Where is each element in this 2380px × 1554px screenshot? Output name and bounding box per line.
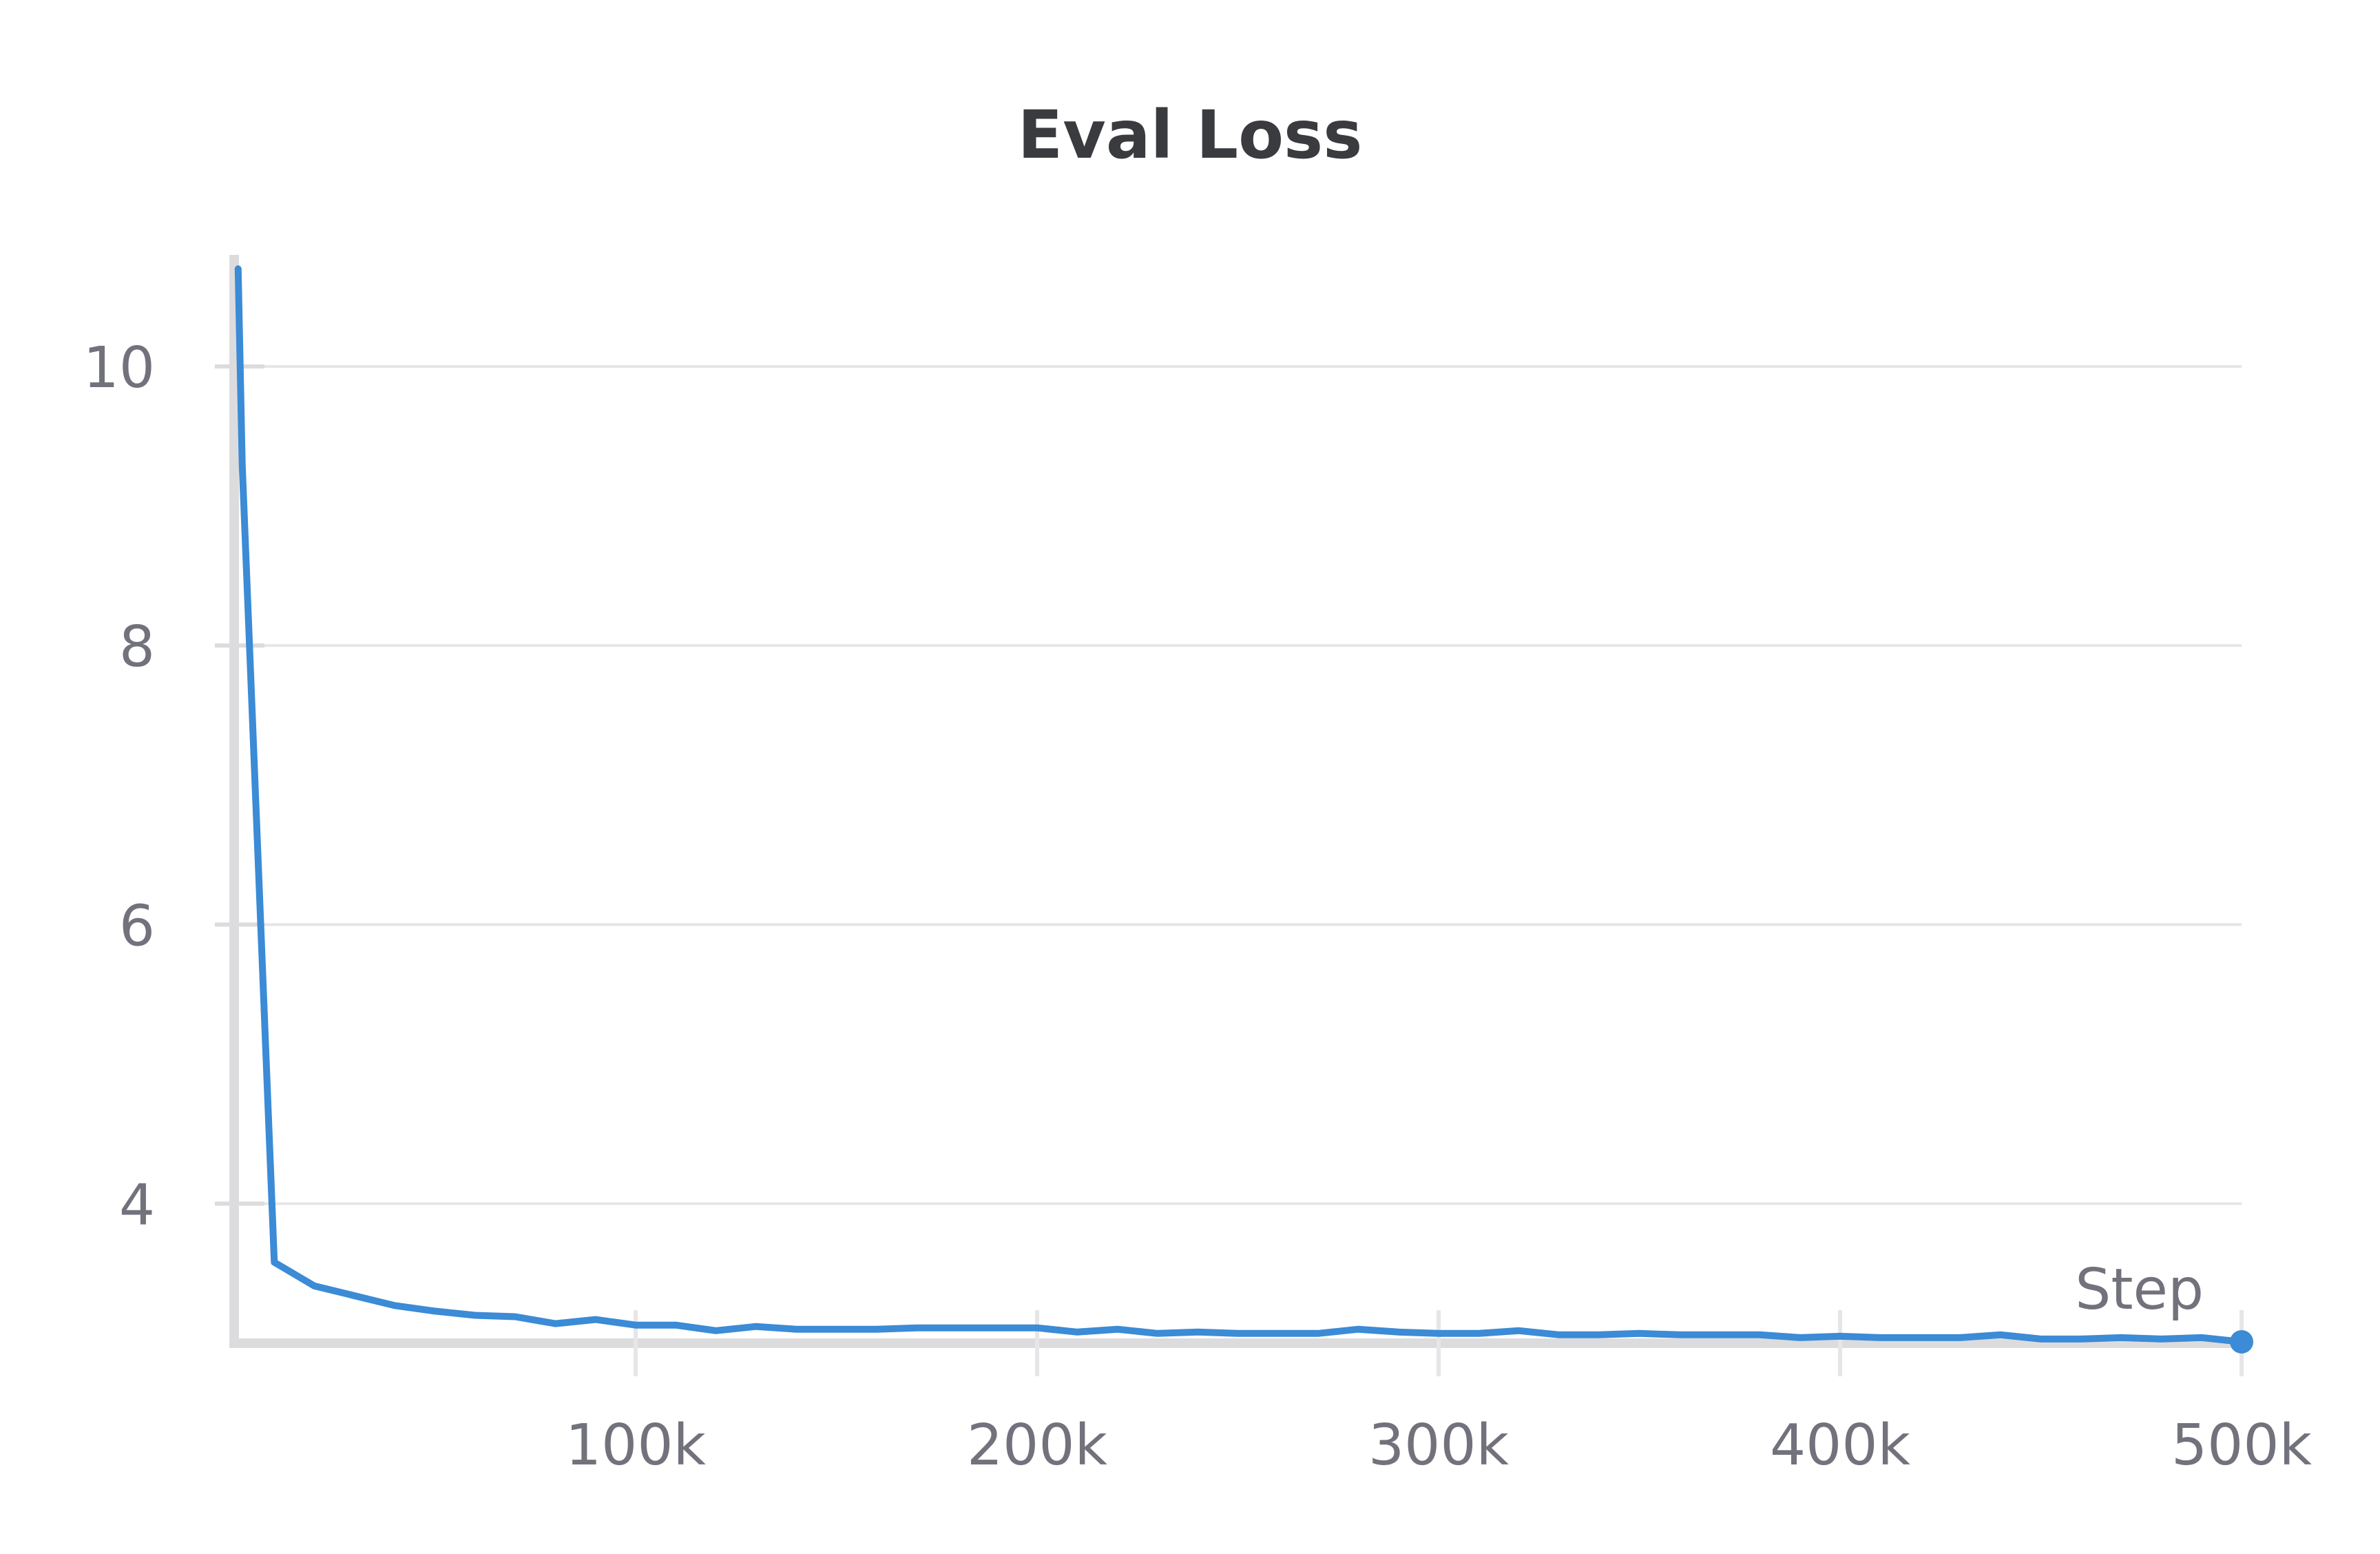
y-tick-label: 10 xyxy=(83,335,155,401)
y-tick-label: 6 xyxy=(119,893,155,959)
y-tick-label: 4 xyxy=(119,1172,155,1238)
chart-title: Eval Loss xyxy=(1017,96,1363,174)
y-tick-label: 8 xyxy=(119,614,155,680)
x-axis-label: Step xyxy=(2075,1257,2204,1323)
series-line-eval-loss[interactable] xyxy=(234,265,2245,1345)
x-tick-label: 200k xyxy=(967,1413,1108,1478)
series-end-point[interactable] xyxy=(2230,1329,2253,1354)
axes xyxy=(229,255,2248,1348)
x-tick-label: 100k xyxy=(565,1413,707,1478)
gridlines xyxy=(234,365,2242,1205)
x-tick-label: 400k xyxy=(1770,1413,1911,1478)
ticks: 4 6 8 10 100k 200k 300k 400k 500k xyxy=(83,335,2313,1478)
x-tick-label: 500k xyxy=(2171,1413,2313,1478)
x-tick-label: 300k xyxy=(1368,1413,1510,1478)
